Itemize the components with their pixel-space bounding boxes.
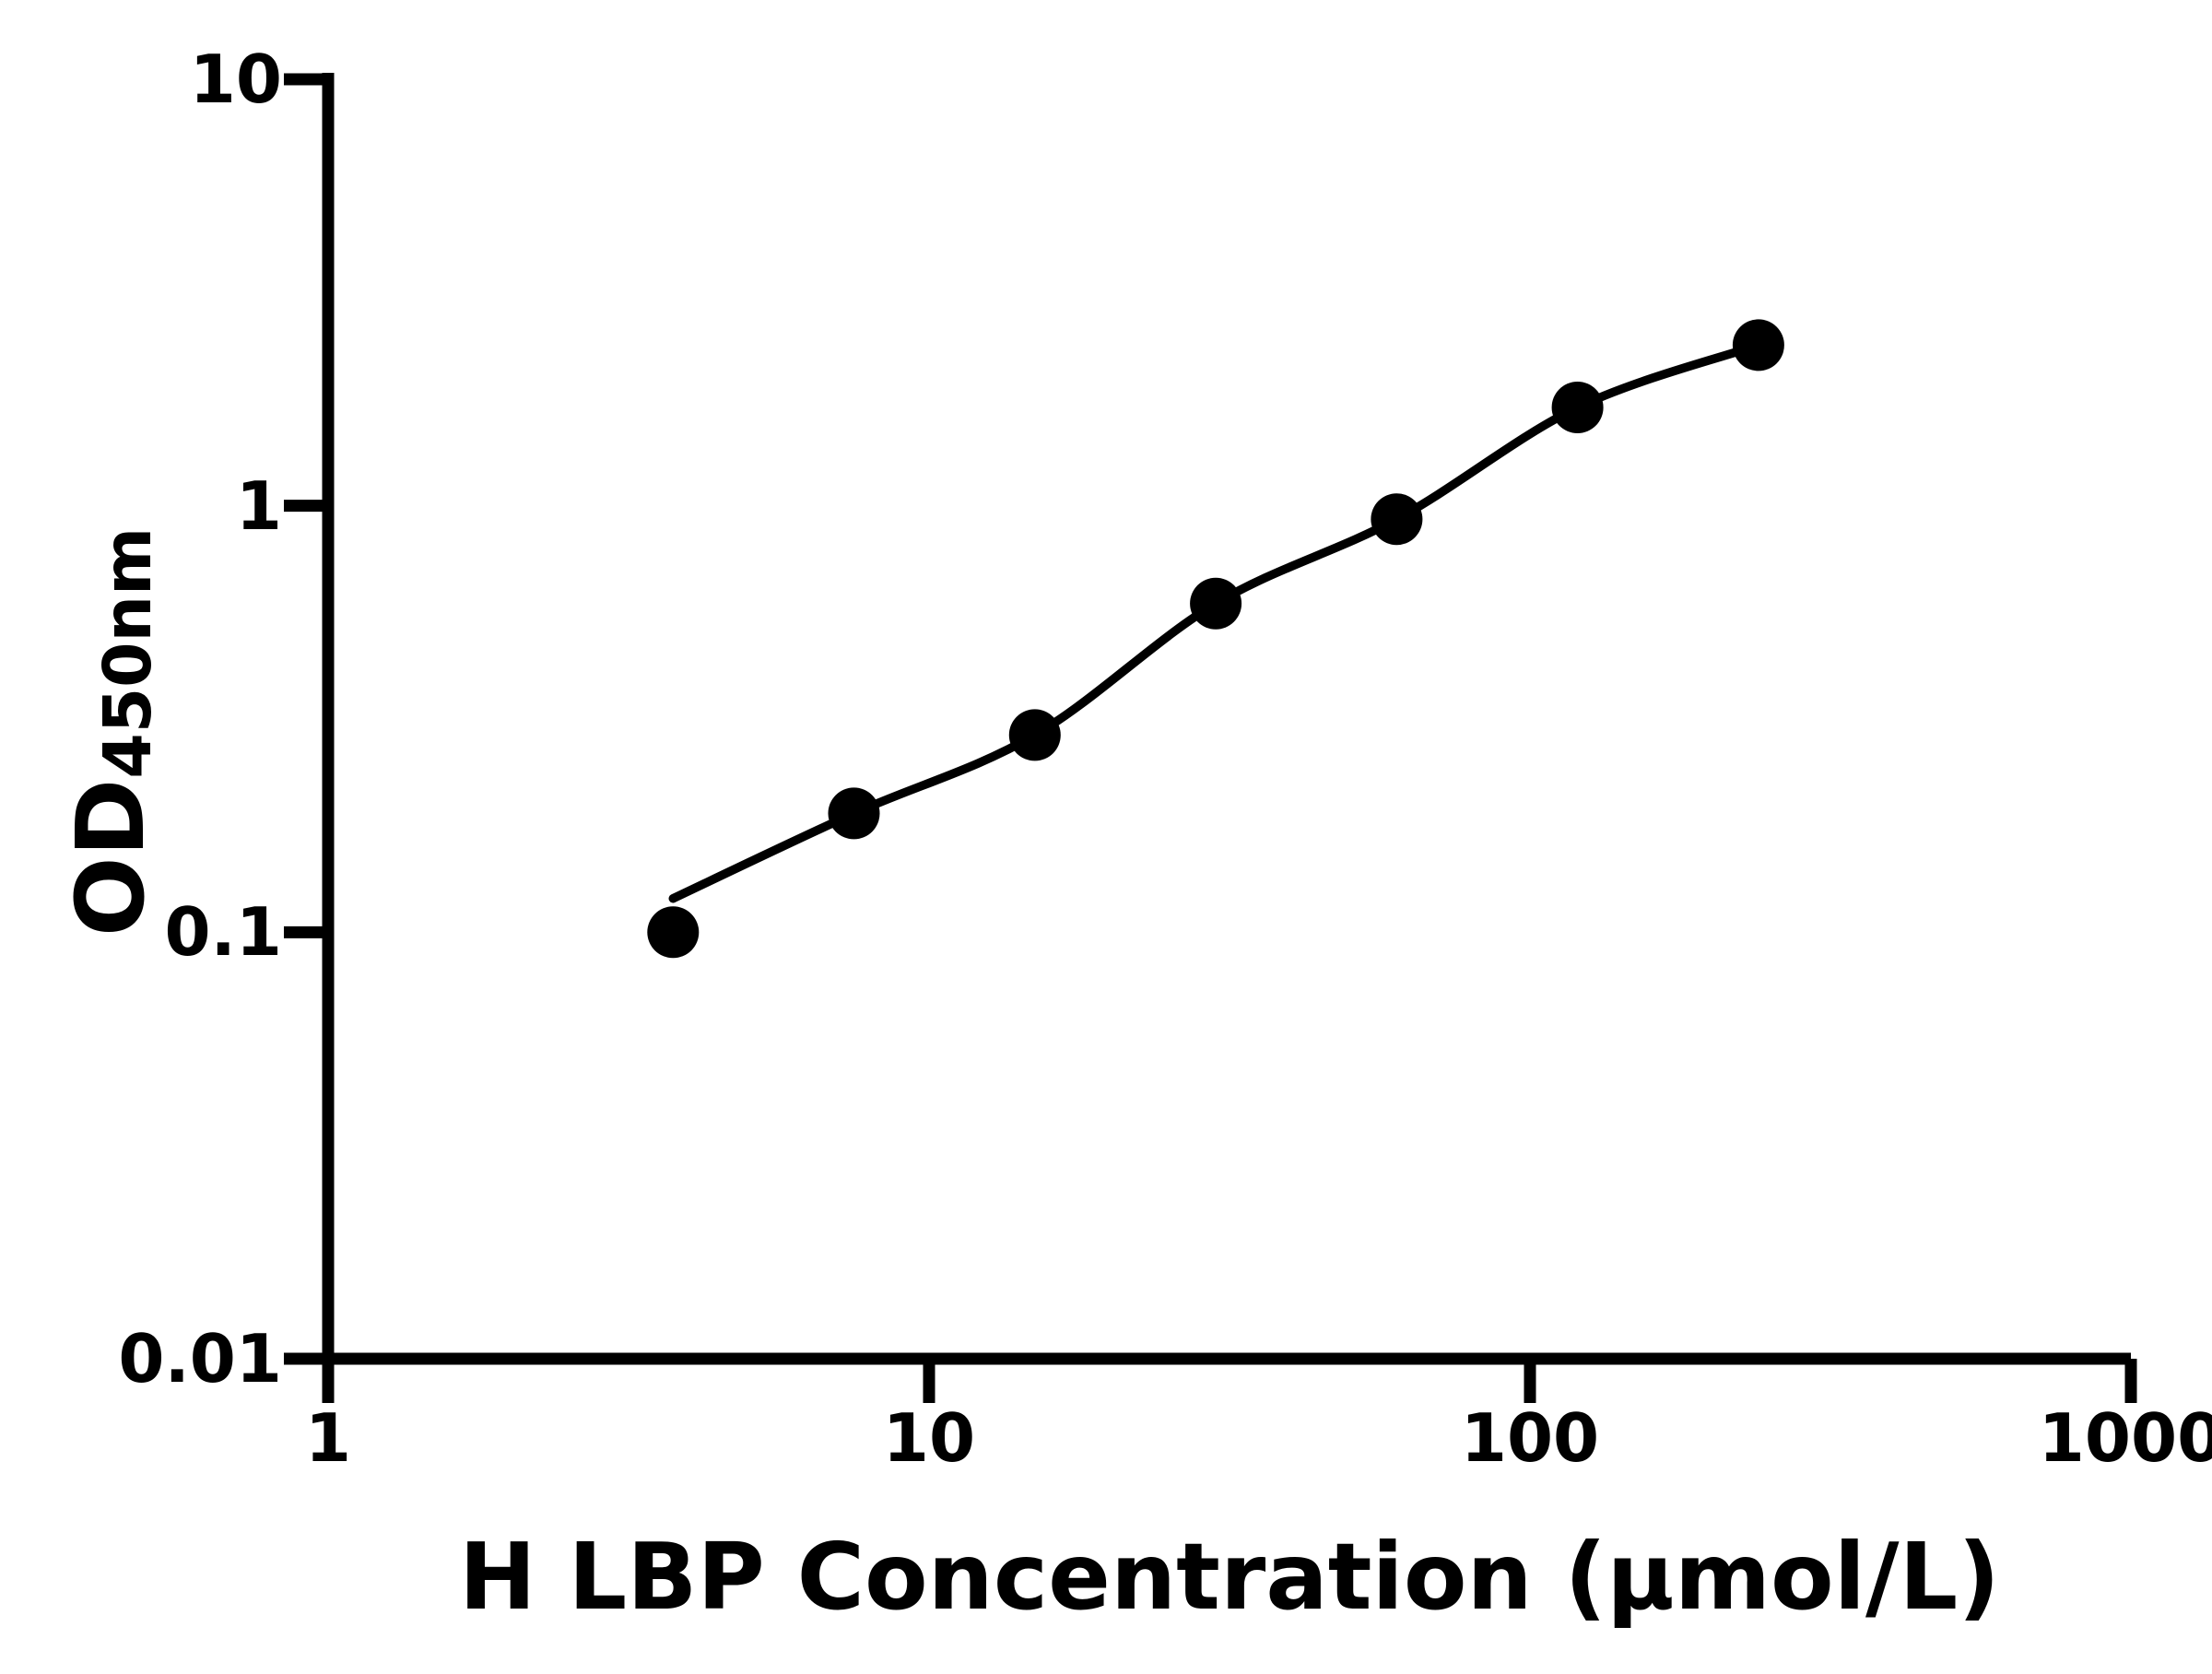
y-axis-title-main: OD xyxy=(56,778,166,937)
x-tick-label-2: 100 xyxy=(1460,1399,1600,1477)
y-tick-label-2: 0.1 xyxy=(164,893,282,972)
data-point-7 xyxy=(1732,319,1784,371)
y-tick-label-0: 10 xyxy=(189,41,282,118)
x-tick-label-0: 1 xyxy=(304,1399,352,1477)
x-tick-label-3: 1000 xyxy=(2038,1399,2212,1477)
data-point-3 xyxy=(1008,709,1061,761)
elisa-standard-curve-figure: 10 1 0.1 0.01 1 10 100 1000 H LBP Concen… xyxy=(37,15,2212,1674)
data-point-6 xyxy=(1551,382,1604,433)
data-point-1 xyxy=(647,906,700,959)
plot-canvas xyxy=(284,73,2137,1403)
x-tick-label-1: 10 xyxy=(882,1399,976,1477)
x-axis-title: H LBP Concentration (μmol/L) xyxy=(459,1523,2000,1631)
axis-frame xyxy=(322,73,2131,1365)
data-point-4 xyxy=(1190,577,1242,630)
data-point-2 xyxy=(828,787,880,840)
data-point-5 xyxy=(1371,493,1423,546)
y-axis-title: OD450nm xyxy=(56,527,166,937)
y-tick-label-1: 1 xyxy=(235,466,282,545)
y-tick-label-3: 0.01 xyxy=(118,1320,282,1397)
y-axis-title-subscript: 450nm xyxy=(89,526,166,779)
